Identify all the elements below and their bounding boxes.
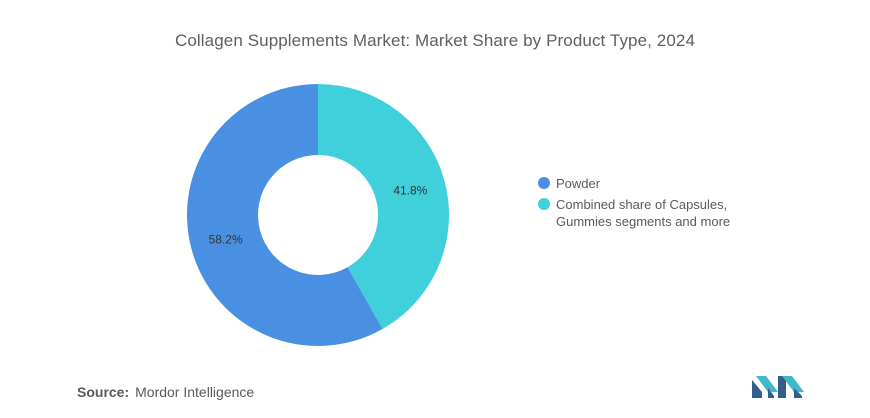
source-note: Source: Mordor Intelligence	[77, 384, 254, 400]
mordor-intelligence-logo-icon	[752, 376, 804, 398]
chart-title: Collagen Supplements Market: Market Shar…	[174, 31, 696, 50]
legend-swatch-powder	[538, 177, 550, 189]
legend-label-combined: Combined share of Capsules, Gummies segm…	[556, 197, 731, 229]
source-text: Mordor Intelligence	[135, 384, 255, 400]
source-label: Source:	[77, 384, 130, 400]
chart-legend: Powder Combined share of Capsules, Gummi…	[538, 175, 768, 234]
legend-item-powder: Powder	[538, 175, 768, 192]
data-label-combined: 41.8%	[393, 184, 427, 198]
data-label-powder: 58.2%	[209, 232, 243, 246]
donut-slice-combined	[318, 84, 449, 329]
legend-item-combined: Combined share of Capsules, Gummies segm…	[538, 196, 768, 230]
donut-slice-powder	[187, 84, 383, 346]
legend-swatch-combined	[538, 198, 550, 210]
legend-label-powder: Powder	[556, 176, 601, 191]
